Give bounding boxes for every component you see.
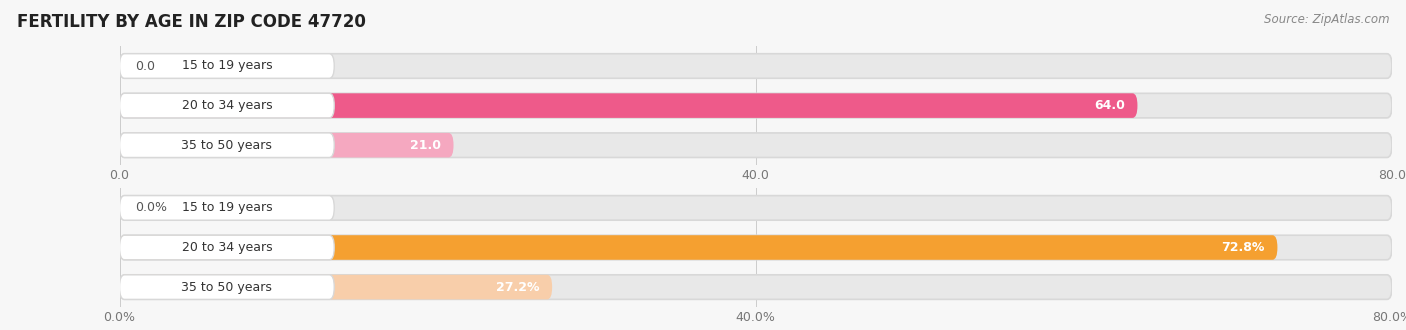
FancyBboxPatch shape: [120, 235, 1392, 260]
FancyBboxPatch shape: [120, 93, 1392, 118]
FancyBboxPatch shape: [120, 93, 335, 118]
Text: 15 to 19 years: 15 to 19 years: [181, 201, 273, 214]
Text: 72.8%: 72.8%: [1222, 241, 1265, 254]
Text: 21.0: 21.0: [409, 139, 441, 152]
FancyBboxPatch shape: [120, 133, 335, 157]
FancyBboxPatch shape: [120, 275, 553, 299]
FancyBboxPatch shape: [120, 54, 335, 78]
Text: Source: ZipAtlas.com: Source: ZipAtlas.com: [1264, 13, 1389, 26]
Text: 35 to 50 years: 35 to 50 years: [181, 139, 273, 152]
FancyBboxPatch shape: [120, 275, 335, 299]
Text: 15 to 19 years: 15 to 19 years: [181, 59, 273, 73]
FancyBboxPatch shape: [120, 196, 1392, 220]
Text: 35 to 50 years: 35 to 50 years: [181, 280, 273, 294]
Text: 20 to 34 years: 20 to 34 years: [181, 99, 273, 112]
FancyBboxPatch shape: [120, 54, 1392, 78]
Text: 27.2%: 27.2%: [496, 280, 540, 294]
FancyBboxPatch shape: [120, 133, 454, 157]
FancyBboxPatch shape: [120, 235, 335, 260]
Text: 64.0: 64.0: [1094, 99, 1125, 112]
Text: 20 to 34 years: 20 to 34 years: [181, 241, 273, 254]
Text: 0.0%: 0.0%: [135, 201, 167, 214]
FancyBboxPatch shape: [120, 133, 1392, 157]
FancyBboxPatch shape: [120, 275, 1392, 299]
FancyBboxPatch shape: [120, 235, 1278, 260]
FancyBboxPatch shape: [120, 196, 335, 220]
Text: 0.0: 0.0: [135, 59, 156, 73]
FancyBboxPatch shape: [120, 93, 1137, 118]
Text: FERTILITY BY AGE IN ZIP CODE 47720: FERTILITY BY AGE IN ZIP CODE 47720: [17, 13, 366, 31]
